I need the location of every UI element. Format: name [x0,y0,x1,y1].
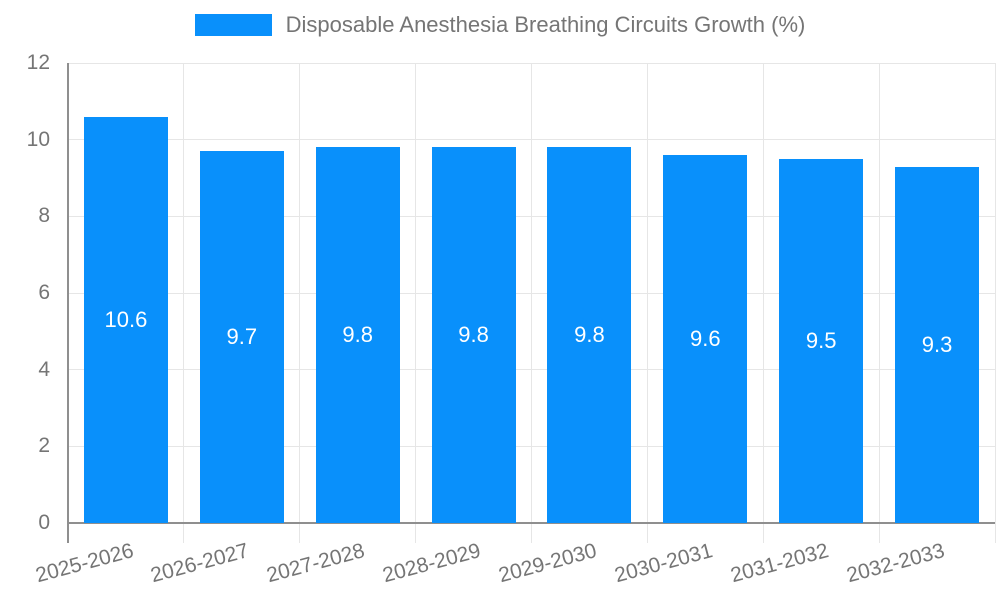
x-gridline [183,63,185,543]
x-axis-tick-label: 2028-2029 [380,539,484,588]
x-gridline [646,63,648,543]
bar-value-label: 9.8 [342,322,373,348]
y-axis-tick-label: 10 [26,127,50,151]
y-axis-tick-label: 2 [38,434,50,458]
bar-value-label: 9.8 [574,322,605,348]
x-axis-tick-label: 2025-2026 [32,539,136,588]
y-axis-tick-label: 12 [26,51,50,74]
legend-label: Disposable Anesthesia Breathing Circuits… [285,12,806,37]
x-gridline [299,63,301,543]
x-gridline [994,63,996,543]
bar-value-label: 9.5 [805,327,837,353]
x-axis-tick-label: 2032-2033 [843,539,947,588]
bar-value-label: 10.6 [104,306,148,332]
y-axis-tick-label: 8 [38,204,50,228]
bar[interactable]: 10.6 [83,116,168,523]
bar-value-label: 9.7 [226,324,258,350]
legend[interactable]: Disposable Anesthesia Breathing Circuits… [0,12,1000,38]
y-axis-tick-label: 6 [38,281,50,304]
x-axis-tick-label: 2031-2032 [727,539,831,588]
x-gridline [531,63,532,543]
x-axis-line [68,522,995,524]
x-gridline [878,63,880,543]
bar[interactable]: 9.3 [895,166,980,523]
bar-value-label: 9.3 [921,331,953,357]
x-axis-tick-label: 2026-2027 [148,539,252,588]
bar[interactable]: 9.7 [199,151,284,523]
bar[interactable]: 9.6 [663,155,748,523]
y-axis-line [67,63,69,543]
x-axis-tick-label: 2027-2028 [264,539,368,588]
x-axis-tick-label: 2030-2031 [612,539,716,588]
y-axis-tick-label: 4 [38,357,50,381]
bar-value-label: 9.8 [458,322,489,348]
bar[interactable]: 9.8 [315,147,400,523]
x-gridline [415,63,417,543]
legend-swatch [194,14,272,36]
x-axis-tick-label: 2029-2030 [496,539,600,588]
bar[interactable]: 9.5 [779,158,864,523]
bar[interactable]: 9.8 [547,147,632,523]
bar-value-label: 9.6 [690,326,721,351]
y-axis-tick-label: 0 [38,511,50,534]
bar[interactable]: 9.8 [431,147,516,523]
x-gridline [762,63,764,543]
